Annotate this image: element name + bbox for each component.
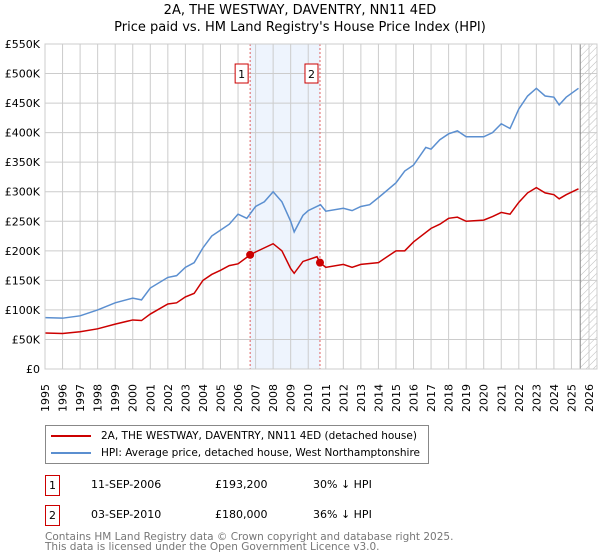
y-tick-label: £300K: [5, 186, 41, 199]
y-tick-label: £250K: [5, 215, 41, 228]
y-tick-label: £450K: [5, 97, 41, 110]
legend-item-property: 2A, THE WESTWAY, DAVENTRY, NN11 4ED (det…: [46, 428, 417, 444]
series-line: [44, 87, 579, 319]
sale-hpi-diff: 30% ↓ HPI: [313, 478, 372, 491]
footer-licence: This data is licensed under the Open Gov…: [45, 541, 380, 553]
legend-swatch-blue: [51, 452, 91, 454]
x-tick-label: 2005: [214, 384, 227, 412]
x-tick-label: 2008: [267, 384, 280, 412]
x-tick-label: 2007: [250, 384, 263, 412]
footer-copyright: Contains HM Land Registry data © Crown c…: [45, 531, 454, 543]
legend-item-hpi: HPI: Average price, detached house, West…: [46, 445, 420, 461]
x-tick-label: 1996: [57, 384, 70, 412]
x-tick-label: 2004: [197, 384, 210, 412]
x-tick-label: 2025: [565, 384, 578, 412]
sale-date: 11-SEP-2006: [91, 478, 162, 491]
x-tick-label: 2024: [548, 384, 561, 412]
x-tick-label: 2002: [162, 384, 175, 412]
legend-label: HPI: Average price, detached house, West…: [101, 447, 420, 459]
x-tick-label: 2010: [302, 384, 315, 412]
x-tick-label: 2013: [355, 384, 368, 412]
x-tick-label: 2020: [478, 384, 491, 412]
chart-title: 2A, THE WESTWAY, DAVENTRY, NN11 4ED: [163, 3, 437, 18]
x-tick-label: 2009: [285, 384, 298, 412]
y-tick-label: £150K: [5, 274, 41, 287]
x-tick-label: 2026: [583, 384, 596, 412]
chart-subtitle: Price paid vs. HM Land Registry's House …: [114, 20, 486, 35]
sale-label-box: [304, 63, 319, 84]
y-tick-label: £200K: [5, 245, 41, 258]
shaded-region: [250, 44, 320, 369]
legend: 2A, THE WESTWAY, DAVENTRY, NN11 4ED (det…: [45, 425, 429, 464]
x-tick-label: 2001: [144, 384, 157, 412]
sale-price: £193,200: [215, 478, 268, 491]
sale-price: £180,000: [215, 508, 268, 521]
y-tick-label: £50K: [12, 333, 41, 346]
x-tick-label: 2022: [513, 384, 526, 412]
y-tick-label: £100K: [5, 304, 41, 317]
x-tick-label: 2019: [460, 384, 473, 412]
sale-date: 03-SEP-2010: [91, 508, 162, 521]
table-row: 1 11-SEP-2006 £193,200 30% ↓ HPI: [45, 475, 465, 496]
plot-border: [44, 43, 598, 370]
price-chart: £0 £50K £100K £150K £200K £250K £300K £350K £400…: [5, 38, 598, 412]
x-tick-label: 1997: [74, 384, 87, 412]
x-tick-label: 2017: [425, 384, 438, 412]
x-tick-label: 1998: [92, 384, 105, 412]
table-row: 2 03-SEP-2010 £180,000 36% ↓ HPI: [45, 505, 465, 526]
x-tick-label: 1999: [109, 384, 122, 412]
x-tick-label: 2006: [232, 384, 245, 412]
sale-point: [315, 258, 324, 267]
x-tick-label: 2016: [408, 384, 421, 412]
sale-label: 1: [238, 68, 245, 81]
sale-label-box: [234, 63, 249, 84]
x-tick-label: 1995: [39, 384, 52, 412]
x-tick-label: 2015: [390, 384, 403, 412]
x-tick-label: 2011: [320, 384, 333, 412]
x-tick-label: 2014: [372, 384, 385, 412]
x-tick-label: 2018: [443, 384, 456, 412]
y-tick-label: £550K: [5, 38, 41, 51]
footer: Contains HM Land Registry data © Crown c…: [45, 531, 454, 553]
y-tick-label: £500K: [5, 68, 41, 81]
y-tick-label: £400K: [5, 127, 41, 140]
x-tick-label: 2000: [127, 384, 140, 412]
x-tick-label: 2003: [179, 384, 192, 412]
sale-hpi-diff: 36% ↓ HPI: [313, 508, 372, 521]
legend-label: 2A, THE WESTWAY, DAVENTRY, NN11 4ED (det…: [101, 430, 417, 442]
x-tick-label: 2023: [530, 384, 543, 412]
y-tick-label: £350K: [5, 156, 41, 169]
x-tick-label: 2021: [495, 384, 508, 412]
x-tick-label: 2012: [337, 384, 350, 412]
sale-badge: 1: [45, 475, 60, 496]
y-tick-label: £0: [26, 363, 40, 376]
legend-swatch-red: [51, 435, 91, 437]
sale-point: [246, 250, 255, 259]
sale-badge: 2: [45, 505, 60, 526]
sale-label: 2: [308, 68, 315, 81]
